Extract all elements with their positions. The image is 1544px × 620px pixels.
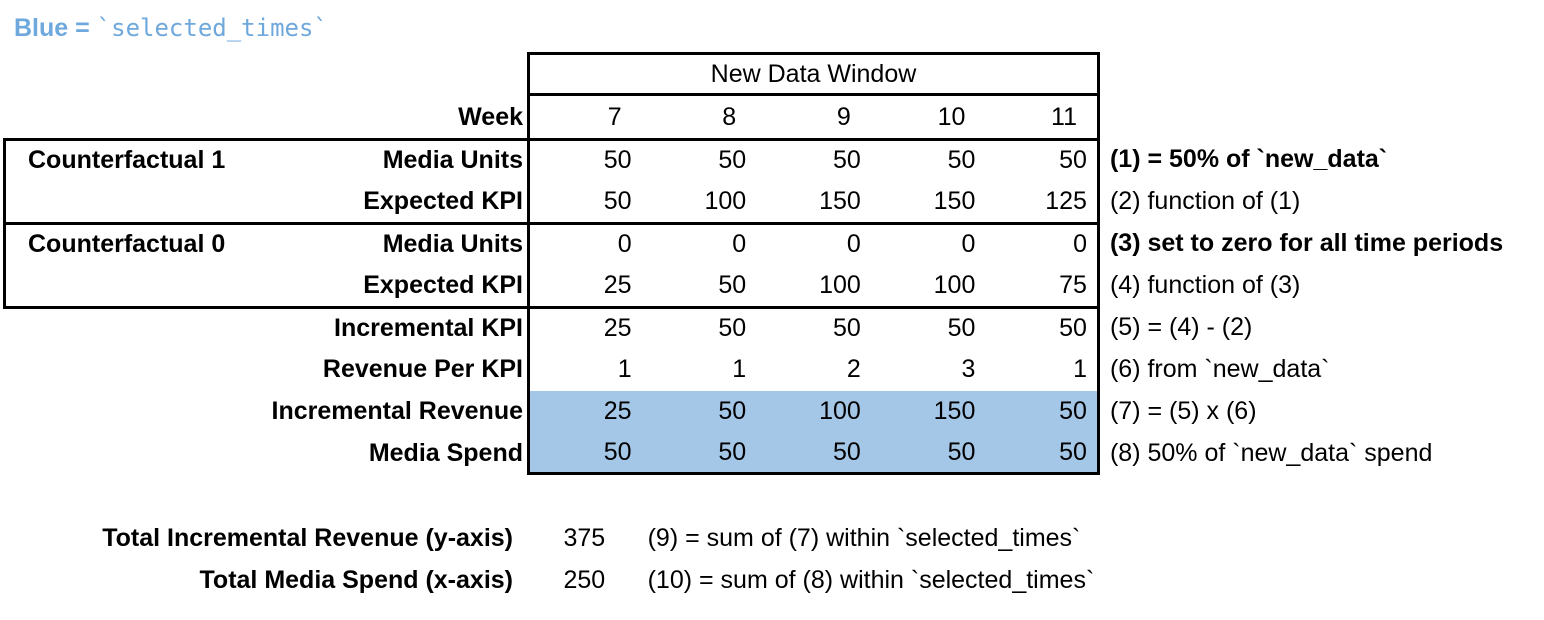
value-cell: 50: [870, 306, 986, 348]
value-cell-highlighted: 50: [527, 432, 642, 475]
week-note-spacer: [1100, 96, 1544, 138]
total-note: (9) = sum of (7) within `selected_times`: [647, 523, 1081, 552]
value-cell: 150: [819, 186, 861, 215]
total-value: 375: [563, 523, 606, 552]
value-cell-highlighted: 50: [985, 432, 1100, 475]
value-cell: 50: [527, 138, 642, 181]
value-cell-highlighted: 50: [870, 432, 986, 475]
total-label: Total Incremental Revenue (y-axis): [102, 523, 513, 552]
value-cell: 100: [819, 270, 861, 299]
total-note: (10) = sum of (8) within `selected_times…: [647, 565, 1095, 594]
value-cell: 50: [756, 138, 871, 180]
row-label-cell: Incremental KPI: [3, 306, 527, 348]
value-cell: 50: [527, 180, 642, 223]
row-label: Revenue Per KPI: [322, 355, 523, 384]
value-cell: 50: [718, 270, 747, 299]
week-cell: 10: [937, 102, 966, 131]
week-label: Week: [458, 102, 523, 131]
data-table: New Data Window Week 7 8 9 10 11 Counter…: [3, 52, 1544, 475]
value-cell-highlighted: 50: [641, 390, 757, 433]
value-cell: 50: [985, 306, 1100, 349]
row-note: (4) function of (3): [1109, 270, 1301, 299]
value-cell-highlighted: 50: [985, 390, 1100, 433]
value-cell: 3: [961, 355, 976, 384]
value-cell: 50: [985, 138, 1100, 181]
value-cell: 0: [985, 222, 1100, 265]
value-cell-highlighted: 50: [641, 432, 757, 475]
value-cell: 50: [870, 138, 986, 180]
totals-section: Total Incremental Revenue (y-axis) 375 (…: [3, 517, 1094, 601]
row-label: Media Units: [382, 230, 523, 259]
value-cell: 1: [985, 348, 1100, 391]
row-label: Media Units: [382, 146, 523, 175]
value-cell: 150: [933, 186, 976, 215]
value-cell-highlighted: 50: [756, 432, 871, 475]
header-spacer: [1100, 52, 1544, 96]
row-note: (6) from `new_data`: [1109, 355, 1330, 384]
value-cell-highlighted: 25: [527, 390, 642, 433]
value-cell: 25: [527, 264, 642, 307]
legend-code: `selected_times`: [96, 14, 328, 42]
total-value: 250: [563, 565, 606, 594]
row-note: (7) = (5) x (6): [1109, 397, 1257, 426]
row-label-cell: Media Spend: [3, 433, 527, 475]
row-note: (5) = (4) - (2): [1109, 312, 1253, 341]
row-label-cell: Expected KPI: [3, 180, 527, 223]
value-cell: 75: [985, 264, 1100, 307]
value-cell: 25: [527, 306, 642, 349]
row-note: (1) = 50% of `new_data`: [1109, 144, 1388, 173]
row-label: Expected KPI: [363, 186, 523, 215]
value-cell: 50: [641, 306, 757, 348]
row-label-cell: Expected KPI: [3, 264, 527, 307]
value-cell: 0: [756, 222, 871, 264]
value-cell: 100: [704, 186, 747, 215]
week-label-cell: Week: [3, 96, 527, 138]
row-label-cell: Incremental Revenue: [3, 391, 527, 433]
value-cell-highlighted: 100: [756, 390, 871, 433]
row-label: Incremental Revenue: [271, 397, 524, 426]
value-cell: 0: [527, 222, 642, 265]
week-cell: 9: [836, 102, 851, 131]
row-note: (8) 50% of `new_data` spend: [1109, 439, 1433, 468]
week-cell: 11: [985, 96, 1100, 138]
value-cell: 50: [641, 138, 757, 180]
row-label: Incremental KPI: [334, 314, 523, 343]
value-cell: 50: [756, 306, 871, 348]
header-spacer: [3, 52, 527, 96]
value-cell: 100: [933, 270, 976, 299]
week-cell: 7: [527, 96, 642, 138]
row-note: (3) set to zero for all time periods: [1109, 228, 1504, 257]
week-cell: 8: [722, 102, 737, 131]
value-cell: 2: [846, 355, 861, 384]
value-cell: 1: [527, 348, 642, 391]
value-cell: 1: [732, 355, 747, 384]
group-label: Counterfactual 1: [28, 146, 226, 175]
row-note: (2) function of (1): [1109, 186, 1301, 215]
row-label-cell: Counterfactual 0 Media Units: [3, 222, 527, 265]
group-label: Counterfactual 0: [28, 230, 226, 259]
value-cell: 125: [985, 180, 1100, 223]
row-label: Expected KPI: [363, 270, 523, 299]
legend-text: Blue =: [14, 14, 97, 42]
row-label-cell: Counterfactual 1 Media Units: [3, 138, 527, 181]
total-label: Total Media Spend (x-axis): [199, 565, 513, 594]
value-cell: 0: [641, 222, 757, 264]
row-label-cell: Revenue Per KPI: [3, 348, 527, 390]
window-header: New Data Window: [527, 52, 1100, 96]
value-cell-highlighted: 150: [870, 390, 986, 433]
row-label: Media Spend: [368, 439, 523, 468]
value-cell: 0: [870, 222, 986, 264]
legend: Blue = `selected_times`: [14, 14, 328, 43]
